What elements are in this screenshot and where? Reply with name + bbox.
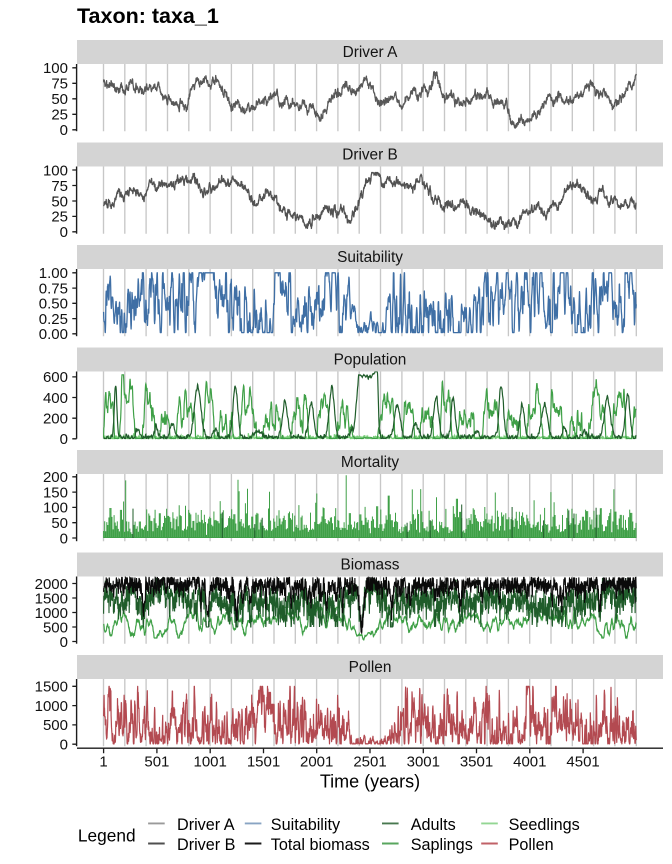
svg-text:500: 500 — [43, 717, 68, 734]
svg-text:2001: 2001 — [300, 754, 333, 771]
svg-text:1501: 1501 — [247, 754, 280, 771]
svg-text:Pollen: Pollen — [349, 659, 392, 676]
svg-text:200: 200 — [43, 469, 68, 486]
svg-text:Suitability: Suitability — [337, 249, 403, 266]
svg-text:1001: 1001 — [194, 754, 227, 771]
svg-text:Population: Population — [334, 351, 407, 368]
svg-text:1000: 1000 — [35, 698, 68, 715]
svg-text:1: 1 — [99, 754, 107, 771]
svg-text:4501: 4501 — [566, 754, 599, 771]
svg-text:3001: 3001 — [407, 754, 440, 771]
svg-text:Suitability: Suitability — [271, 816, 341, 834]
svg-text:0: 0 — [60, 224, 68, 241]
svg-text:0: 0 — [60, 122, 68, 139]
svg-text:501: 501 — [144, 754, 169, 771]
svg-text:Mortality: Mortality — [341, 454, 399, 471]
svg-text:0.50: 0.50 — [39, 296, 68, 313]
svg-text:75: 75 — [51, 178, 68, 195]
svg-text:600: 600 — [43, 369, 68, 386]
svg-text:500: 500 — [43, 619, 68, 636]
svg-text:0.75: 0.75 — [39, 280, 68, 297]
svg-text:1500: 1500 — [35, 679, 68, 696]
svg-text:Seedlings: Seedlings — [509, 816, 580, 834]
svg-text:Total biomass: Total biomass — [271, 836, 370, 854]
svg-text:50: 50 — [51, 515, 68, 532]
svg-text:50: 50 — [51, 91, 68, 108]
svg-text:0.00: 0.00 — [39, 326, 68, 343]
svg-text:3501: 3501 — [460, 754, 493, 771]
svg-text:75: 75 — [51, 76, 68, 93]
svg-text:Time (years): Time (years) — [320, 771, 420, 791]
svg-text:200: 200 — [43, 411, 68, 428]
svg-text:Saplings: Saplings — [411, 836, 473, 854]
svg-text:100: 100 — [43, 162, 68, 179]
svg-text:0.25: 0.25 — [39, 311, 68, 328]
svg-text:0: 0 — [60, 737, 68, 754]
svg-text:0: 0 — [60, 530, 68, 547]
svg-text:0: 0 — [60, 431, 68, 448]
svg-text:Driver A: Driver A — [343, 44, 398, 61]
svg-text:150: 150 — [43, 484, 68, 501]
svg-text:Driver B: Driver B — [342, 146, 398, 163]
svg-text:1000: 1000 — [35, 605, 68, 622]
svg-text:Taxon: taxa_1: Taxon: taxa_1 — [77, 4, 219, 28]
svg-text:Driver A: Driver A — [177, 816, 235, 834]
svg-text:25: 25 — [51, 107, 68, 124]
svg-text:400: 400 — [43, 390, 68, 407]
svg-text:0: 0 — [60, 634, 68, 651]
svg-text:1500: 1500 — [35, 590, 68, 607]
svg-text:50: 50 — [51, 193, 68, 210]
svg-text:Legend: Legend — [78, 825, 136, 845]
svg-text:Pollen: Pollen — [509, 836, 554, 854]
svg-text:100: 100 — [43, 60, 68, 77]
svg-text:2501: 2501 — [353, 754, 386, 771]
svg-text:Driver B: Driver B — [177, 836, 235, 854]
svg-text:2000: 2000 — [35, 576, 68, 593]
svg-text:100: 100 — [43, 500, 68, 517]
svg-text:1.00: 1.00 — [39, 265, 68, 282]
svg-text:Adults: Adults — [411, 816, 456, 834]
svg-text:25: 25 — [51, 209, 68, 226]
svg-text:Biomass: Biomass — [340, 556, 399, 573]
svg-text:4001: 4001 — [513, 754, 546, 771]
